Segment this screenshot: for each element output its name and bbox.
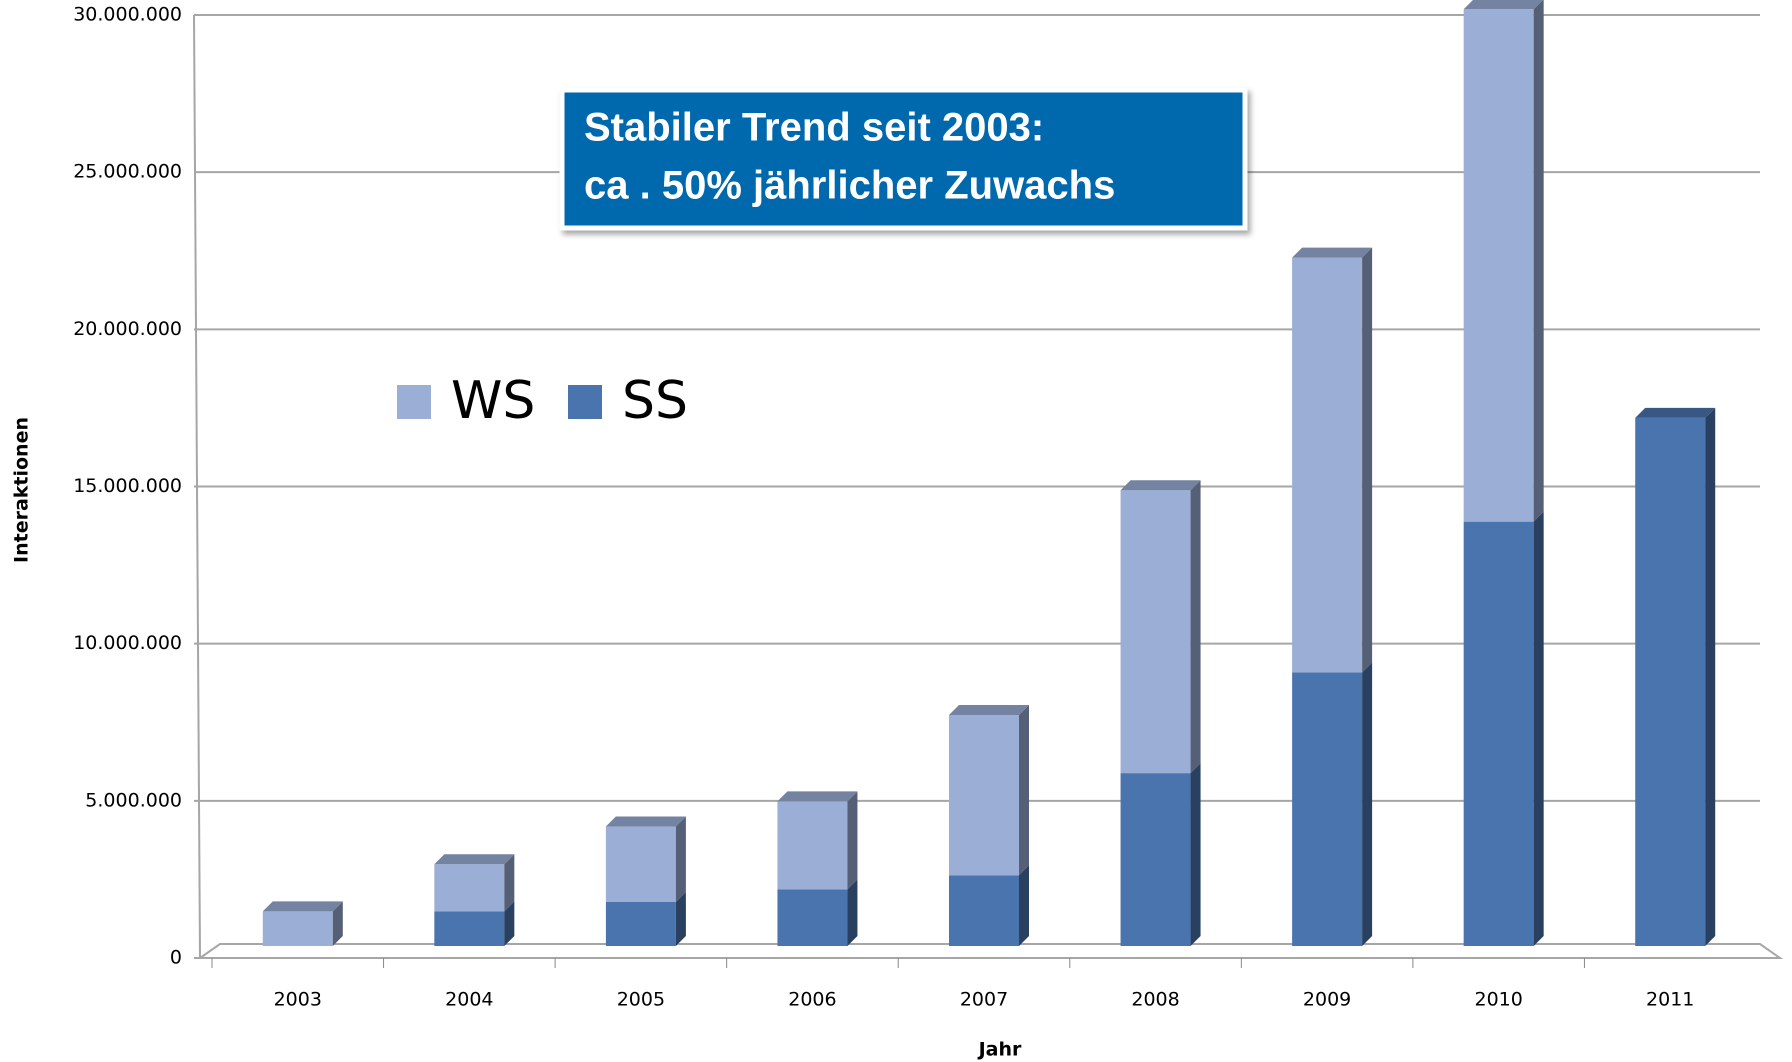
bar-side	[1705, 407, 1716, 946]
bar-side	[504, 901, 515, 946]
bar-side	[1533, 0, 1544, 522]
y-tick-label: 0	[170, 947, 182, 969]
legend-label: SS	[622, 371, 688, 431]
y-tick-label: 10.000.000	[73, 632, 182, 654]
bar-top	[1120, 480, 1201, 491]
bar	[777, 889, 848, 946]
bar	[1292, 672, 1363, 946]
bar	[949, 875, 1019, 946]
legend-swatch	[397, 385, 431, 419]
bar	[1635, 417, 1706, 946]
bar	[949, 714, 1019, 876]
y-axis-label: Interaktionen	[11, 417, 33, 563]
bar-top	[777, 791, 858, 802]
bar-side	[1362, 662, 1373, 946]
bar-top	[434, 854, 515, 865]
bar	[1292, 257, 1363, 673]
x-tick-label: 2003	[274, 989, 322, 1011]
bar-side	[332, 901, 343, 946]
bar	[605, 901, 676, 946]
bar	[1463, 9, 1534, 522]
x-tick-label: 2006	[788, 989, 836, 1011]
bar	[777, 801, 848, 890]
bar-top	[262, 901, 343, 912]
x-tick-label: 2005	[617, 989, 665, 1011]
bar	[1120, 773, 1191, 946]
bar-side	[1019, 865, 1029, 946]
bar-top	[949, 704, 1029, 715]
bar	[1463, 521, 1534, 946]
bar-side	[675, 816, 686, 902]
bar-side	[504, 854, 515, 912]
annotation-text: ca . 50% jährlicher Zuwachs	[584, 164, 1115, 208]
bar	[434, 911, 505, 946]
bar-top	[1292, 247, 1373, 258]
x-tick-label: 2004	[445, 989, 493, 1011]
annotation-box	[559, 87, 1248, 231]
bar	[434, 864, 505, 912]
x-tick-label: 2010	[1474, 989, 1522, 1011]
y-tick-label: 15.000.000	[73, 475, 182, 497]
x-tick-label: 2008	[1131, 989, 1179, 1011]
y-tick-label: 5.000.000	[85, 789, 182, 811]
bar-side	[1362, 247, 1373, 673]
bar-side	[1190, 480, 1201, 774]
bar-top	[1463, 0, 1543, 10]
y-tick-label: 20.000.000	[73, 318, 182, 340]
bar-side	[847, 791, 858, 890]
y-tick-label: 25.000.000	[73, 161, 182, 183]
annotation-text: Stabiler Trend seit 2003:	[584, 106, 1044, 150]
y-tick-label: 30.000.000	[73, 4, 182, 26]
bar	[605, 826, 676, 902]
bar-side	[675, 891, 686, 946]
bar-side	[1019, 704, 1029, 876]
bar-top	[1635, 407, 1716, 418]
bar-top	[605, 816, 686, 827]
bar-side	[1533, 511, 1544, 946]
legend-swatch	[568, 385, 602, 419]
legend-label: WS	[451, 371, 535, 431]
bar-side	[847, 879, 858, 946]
bar-side	[1190, 763, 1201, 946]
x-tick-label: 2011	[1646, 989, 1694, 1011]
x-axis-label: Jahr	[977, 1039, 1022, 1061]
bar	[262, 911, 333, 946]
x-tick-label: 2009	[1303, 989, 1351, 1011]
x-tick-label: 2007	[960, 989, 1008, 1011]
bar	[1120, 490, 1191, 774]
floor	[199, 943, 1784, 959]
